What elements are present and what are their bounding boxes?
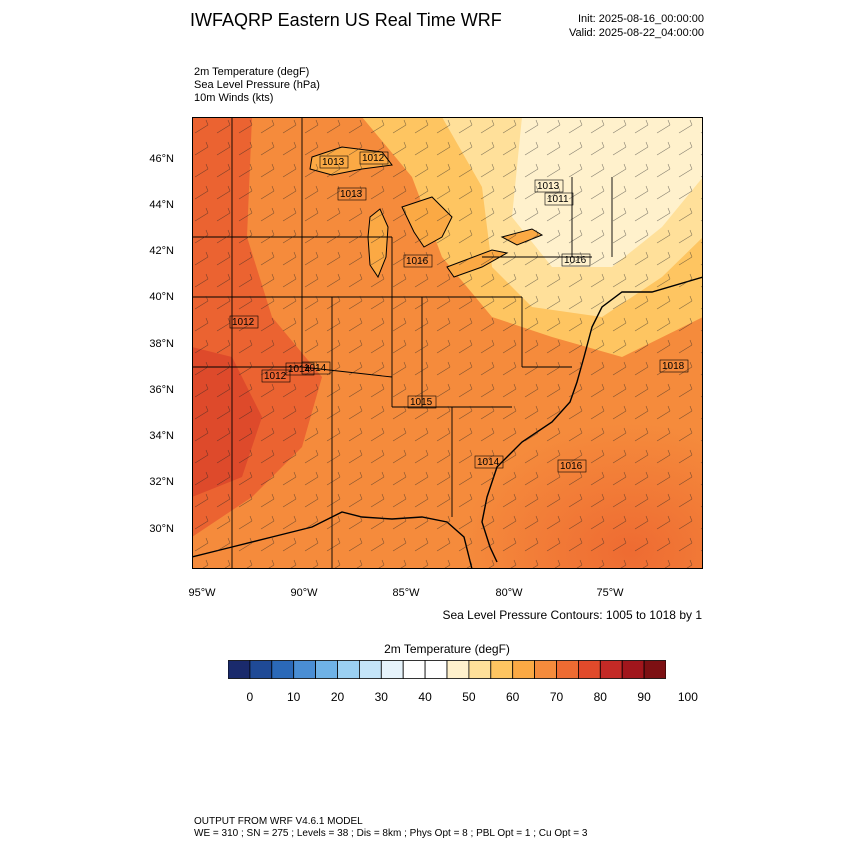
colorbar-label: 70 — [549, 690, 564, 704]
pressure-label-box — [474, 455, 504, 469]
colorbar — [228, 660, 666, 679]
footer-config-line: WE = 310 ; SN = 275 ; Levels = 38 ; Dis … — [194, 828, 588, 839]
colorbar-swatch — [293, 660, 316, 679]
pressure-label: 1016 — [406, 256, 429, 267]
pressure-label-box — [659, 359, 689, 373]
lon-label: 95°W — [188, 587, 216, 599]
pressure-label: 1014 — [477, 457, 500, 468]
field-label-temperature: 2m Temperature (degF) — [194, 66, 310, 78]
pressure-label-box — [261, 369, 291, 383]
lat-label: 40°N — [149, 291, 174, 303]
pressure-label-box — [561, 253, 591, 267]
pressure-label-box — [285, 362, 315, 376]
field-label-winds: 10m Winds (kts) — [194, 92, 274, 104]
colorbar-label: 10 — [287, 690, 301, 704]
pressure-label-box — [557, 459, 587, 473]
colorbar-swatch — [402, 660, 426, 679]
map-frame — [192, 117, 703, 569]
pressure-labels: 1013 101210131016101110161012101410121014… — [229, 151, 689, 473]
colorbar-swatch — [271, 660, 295, 679]
lat-label: 32°N — [149, 476, 174, 488]
colorbar-label: 30 — [374, 690, 388, 704]
county-and-wind-overlay — [192, 117, 703, 569]
colorbar-swatch — [490, 660, 514, 679]
colorbar-swatch — [249, 660, 273, 679]
colorbar-label: 60 — [506, 690, 520, 704]
pressure-label: 1014 — [304, 363, 327, 374]
colorbar-label: 90 — [637, 690, 651, 704]
colorbar-title: 2m Temperature (degF) — [384, 642, 510, 656]
pressure-label: 1018 — [662, 361, 685, 372]
pressure-label-box — [319, 155, 349, 169]
lon-label: 80°W — [495, 587, 523, 599]
pressure-label-box — [403, 254, 433, 268]
colorbar-label: 100 — [677, 690, 698, 704]
lat-label: 38°N — [149, 338, 174, 350]
pressure-label: 1013 — [322, 157, 345, 168]
pressure-label-box — [407, 395, 437, 409]
pressure-label: 1013 — [340, 189, 363, 200]
colorbar-label: 40 — [418, 690, 432, 704]
colorbar-swatch — [358, 660, 382, 679]
colorbar-swatch — [315, 660, 338, 679]
colorbar-swatch — [380, 660, 404, 679]
lat-label: 44°N — [149, 199, 174, 211]
pressure-label: 1015 — [410, 397, 433, 408]
colorbar-swatch — [643, 660, 666, 679]
contours-note: Sea Level Pressure Contours: 1005 to 101… — [442, 608, 703, 622]
init-time: Init: 2025-08-16_00:00:00 — [578, 13, 704, 25]
colorbar-label: 50 — [462, 690, 476, 704]
lat-label: 46°N — [149, 153, 174, 165]
colorbar-label: 20 — [330, 690, 345, 704]
pressure-label: 1012 — [232, 317, 255, 328]
valid-time: Valid: 2025-08-22_04:00:00 — [569, 27, 704, 39]
colorbar-swatch — [424, 660, 448, 679]
pressure-label: 1013 — [537, 181, 560, 192]
colorbar-swatch — [512, 660, 536, 679]
pressure-label-box — [544, 192, 574, 206]
lon-label: 75°W — [596, 587, 624, 599]
pressure-label-box — [301, 361, 331, 375]
colorbar-label: 0 — [246, 690, 254, 704]
lat-label: 30°N — [149, 523, 174, 535]
colorbar-swatch — [228, 660, 251, 679]
pressure-label: 1012 — [362, 153, 385, 164]
pressure-label-box — [534, 179, 564, 193]
pressure-label: 1014 — [288, 364, 311, 375]
colorbar-swatch — [534, 660, 557, 679]
pressure-label: 1016 — [560, 461, 583, 472]
colorbar-swatch — [577, 660, 601, 679]
lat-label: 42°N — [149, 245, 174, 257]
weather-map: 1013 101210131016101110161012101410121014… — [192, 117, 703, 569]
lon-label: 90°W — [290, 587, 318, 599]
field-label-pressure: Sea Level Pressure (hPa) — [194, 79, 320, 91]
colorbar-swatch — [446, 660, 470, 679]
colorbar-swatch — [556, 660, 579, 679]
lon-label: 85°W — [392, 587, 420, 599]
colorbar-swatch — [621, 660, 645, 679]
footer-model-line: OUTPUT FROM WRF V4.6.1 MODEL — [194, 816, 363, 827]
pressure-label-box — [229, 315, 259, 329]
colorbar-label: 80 — [593, 690, 607, 704]
pressure-label-box — [337, 187, 367, 201]
chart-title: IWFAQRP Eastern US Real Time WRF — [190, 10, 502, 30]
pressure-label: 1012 — [264, 371, 287, 382]
pressure-label: 1011 — [547, 194, 569, 205]
lat-label: 34°N — [149, 430, 174, 442]
pressure-label-box — [359, 151, 389, 165]
colorbar-swatch — [599, 660, 623, 679]
lat-label: 36°N — [149, 384, 174, 396]
pressure-label: 1016 — [564, 255, 587, 266]
colorbar-swatch — [468, 660, 492, 679]
colorbar-swatch — [337, 660, 360, 679]
